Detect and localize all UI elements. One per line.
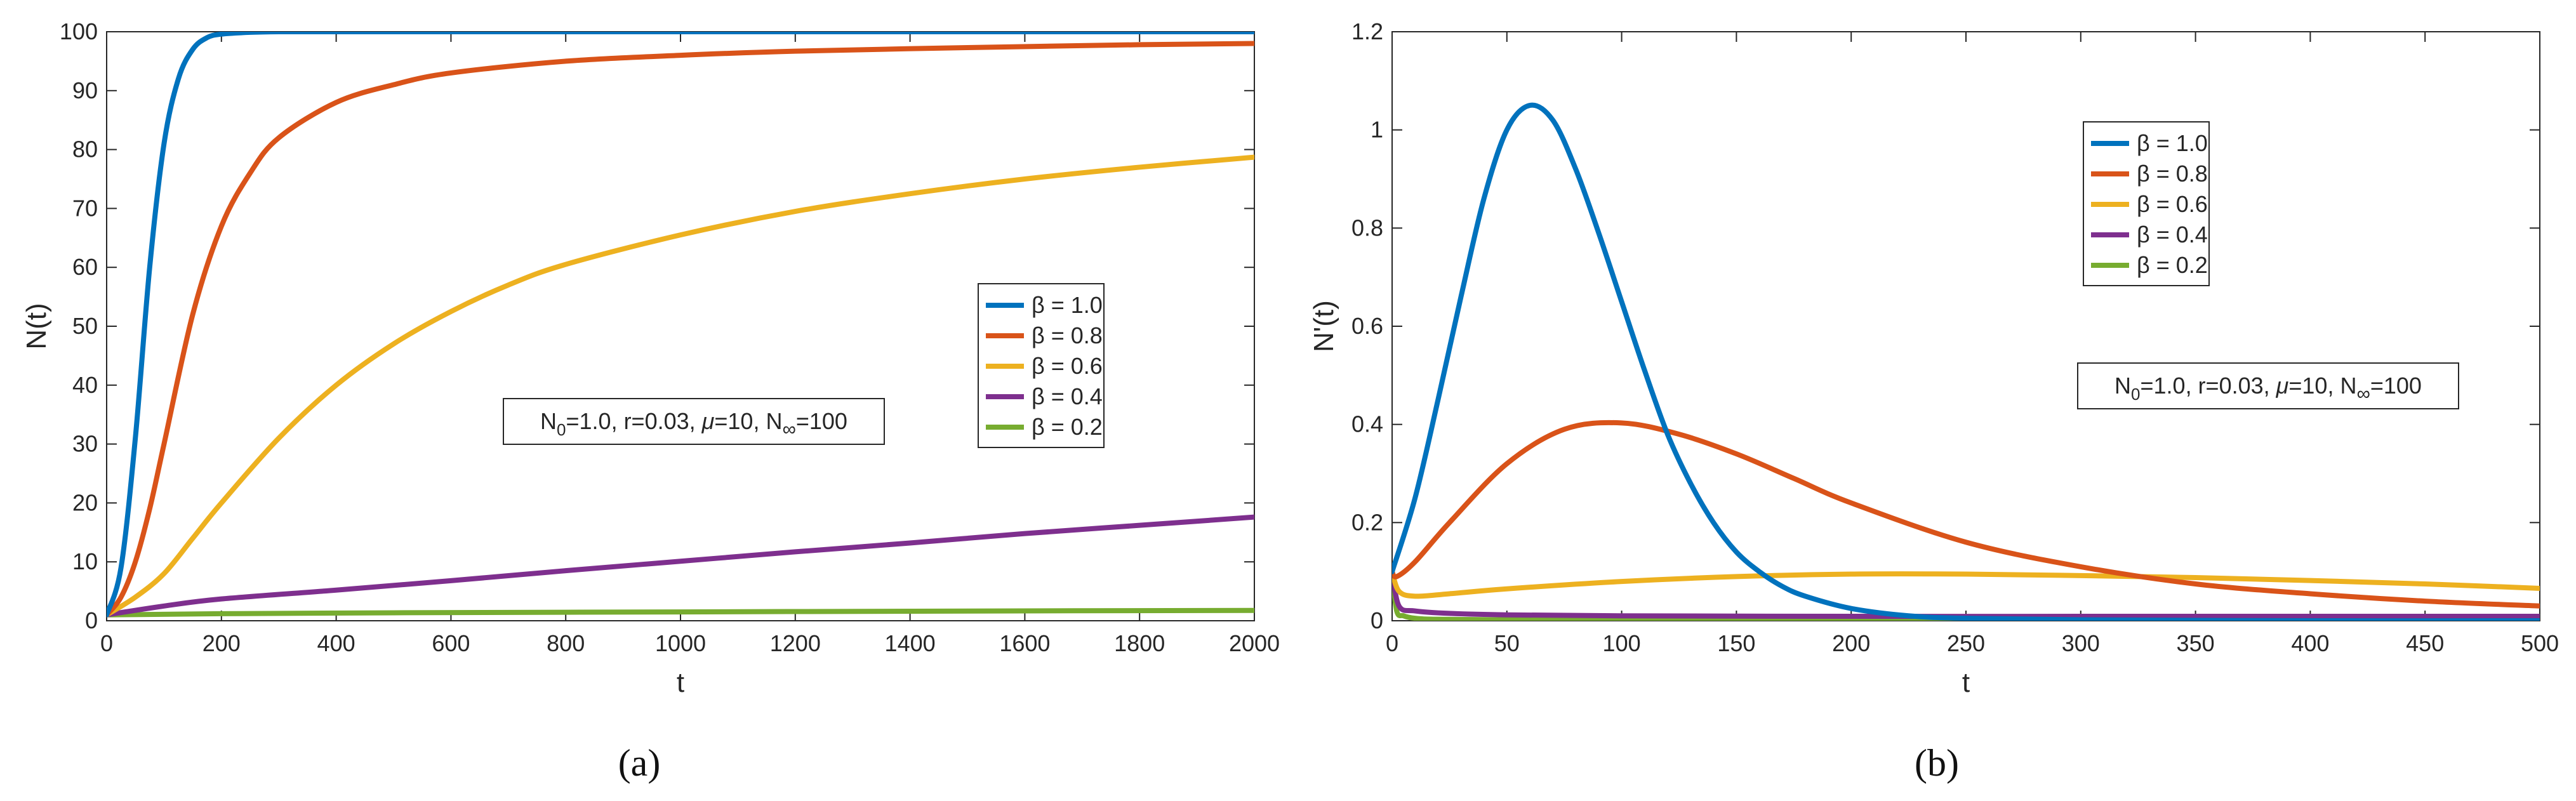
panel-b-y-tick-label: 0.6 — [1351, 313, 1383, 339]
panel-a-annotation-box — [503, 398, 885, 445]
panel-a-ticks: 0 200 400 600 800 1000 1200 1400 1600 1800 2000010… — [60, 18, 1280, 656]
panel-b-y-tick-label: 1 — [1371, 117, 1383, 143]
panel-a-x-tick-label: 2000 — [1229, 630, 1280, 656]
panel-b-y-tick-label: 0.8 — [1351, 215, 1383, 241]
panel-b-x-tick-label: 150 — [1717, 630, 1755, 656]
panel-a-y-tick-label: 30 — [72, 431, 98, 457]
anno-b-subinf: ∞ — [2356, 383, 2370, 404]
panel-b-ticks: 0 50 100 150 200 250 300 350 400 450 500 0 0.2 0.4 0.6… — [1351, 18, 2559, 656]
panel-b-series-line-2 — [1392, 420, 2540, 609]
panel-b-series-line-4 — [1392, 569, 2540, 619]
panel-a-y-tick-label: 100 — [60, 18, 98, 44]
panel-b-legend-label: β = 0.2 — [2137, 252, 2208, 278]
panel-a-x-tick-label: 600 — [432, 630, 470, 656]
panel-a-series — [107, 32, 1254, 618]
anno-a-sub0: 0 — [557, 420, 566, 439]
anno-b-suffix: =100 — [2370, 373, 2422, 399]
panel-a-annotation-text: N0=1.0, r=0.03, μ=10, N∞=100 — [540, 408, 847, 440]
anno-a-subinf: ∞ — [782, 419, 795, 440]
panel-a-x-tick-label: 1200 — [770, 630, 821, 656]
panel-b-annotation-box — [2077, 362, 2459, 409]
panel-b-legend-label: β = 1.0 — [2137, 130, 2208, 156]
panel-b-x-axis-label: t — [1962, 667, 1970, 698]
anno-a-mu: μ — [701, 408, 715, 434]
anno-b-mid2: =10, N — [2288, 373, 2356, 399]
panel-a-x-tick-label: 200 — [202, 630, 241, 656]
panel-a-x-tick-label: 1800 — [1114, 630, 1165, 656]
panel-a: 0 200 400 600 800 1000 1200 1400 1600 1800 2000010… — [21, 18, 1280, 784]
anno-b-mid: =1.0, r=0.03, — [2141, 373, 2276, 399]
panel-b-y-tick-label: 0.4 — [1351, 411, 1383, 437]
panel-b-x-tick-label: 500 — [2521, 630, 2559, 656]
panel-b-x-tick-label: 350 — [2177, 630, 2215, 656]
panel-a-y-axis-label: N(t) — [21, 303, 52, 349]
panel-b-x-tick-label: 450 — [2406, 630, 2444, 656]
anno-a-suffix: =100 — [796, 408, 847, 434]
panel-a-series-line-4 — [107, 514, 1254, 618]
panel-b-legend-items: β = 1.0 β = 0.8 β = 0.6 β = 0.4 β = 0.2 — [2091, 130, 2208, 278]
panel-a-y-tick-label: 90 — [72, 77, 98, 103]
anno-b-prefix: N — [2115, 373, 2131, 399]
panel-b-y-tick-label: 0.2 — [1351, 509, 1383, 535]
anno-b-mu: μ — [2276, 373, 2289, 399]
panel-a-x-tick-label: 1600 — [999, 630, 1050, 656]
panel-a-y-tick-label: 20 — [72, 489, 98, 515]
panel-a-series-line-5 — [107, 607, 1254, 618]
panel-b-x-tick-label: 0 — [1386, 630, 1398, 656]
panel-b-x-tick-label: 50 — [1494, 630, 1520, 656]
panel-a-y-tick-label: 80 — [72, 136, 98, 162]
panel-a-caption: (a) — [618, 742, 661, 784]
panel-b-y-tick-label: 0 — [1371, 607, 1383, 633]
panel-b-annotation: N0=1.0, r=0.03, μ=10, N∞=100 — [2077, 362, 2459, 409]
panel-a-legend-label: β = 1.0 — [1032, 292, 1103, 318]
panel-a-legend-label: β = 0.4 — [1032, 383, 1103, 409]
panel-b-series — [1392, 102, 2540, 621]
panel-b-x-tick-label: 200 — [1832, 630, 1870, 656]
panel-a-x-tick-label: 0 — [100, 630, 113, 656]
panel-b-annotation-text: N0=1.0, r=0.03, μ=10, N∞=100 — [2115, 373, 2422, 404]
panel-b-x-tick-label: 300 — [2062, 630, 2100, 656]
panel-b-legend-label: β = 0.4 — [2137, 222, 2208, 248]
panel-a-legend-items: β = 1.0 β = 0.8 β = 0.6 β = 0.4 β = 0.2 — [986, 292, 1103, 440]
panel-a-x-tick-label: 1400 — [885, 630, 936, 656]
panel-b-x-tick-label: 100 — [1603, 630, 1641, 656]
panel-b-x-tick-label: 400 — [2291, 630, 2329, 656]
panel-b-x-tick-label: 250 — [1947, 630, 1985, 656]
panel-b-series-line-1 — [1392, 102, 2540, 621]
panel-b-series-line-3 — [1392, 569, 2540, 599]
panel-a-series-line-3 — [107, 154, 1254, 618]
anno-a-prefix: N — [540, 408, 557, 434]
panel-a-y-tick-label: 60 — [72, 254, 98, 280]
panel-a-legend-label: β = 0.8 — [1032, 322, 1103, 348]
panel-b-legend-label: β = 0.8 — [2137, 161, 2208, 187]
panel-a-series-line-2 — [107, 41, 1254, 618]
panel-b-y-tick-label: 1.2 — [1351, 18, 1383, 44]
anno-a-mid: =1.0, r=0.03, — [566, 408, 702, 434]
panel-a-x-tick-label: 400 — [317, 630, 355, 656]
panel-a-y-tick-label: 50 — [72, 313, 98, 339]
panel-a-legend-label: β = 0.6 — [1032, 353, 1103, 379]
anno-a-mid2: =10, N — [714, 408, 782, 434]
panel-a-y-tick-label: 0 — [85, 607, 98, 633]
panel-a-series-line-1 — [107, 32, 1254, 618]
panel-a-legend: β = 1.0 β = 0.8 β = 0.6 β = 0.4 β = 0.2 — [978, 283, 1105, 448]
panel-a-y-tick-label: 40 — [72, 372, 98, 398]
panel-b-legend-label: β = 0.6 — [2137, 191, 2208, 217]
panel-a-y-tick-label: 70 — [72, 195, 98, 221]
panel-b-plot-area — [1391, 31, 2540, 621]
panel-a-x-axis-label: t — [677, 667, 684, 698]
panel-a-y-tick-label: 10 — [72, 548, 98, 574]
panel-a-legend-label: β = 0.2 — [1032, 414, 1103, 440]
anno-b-sub0: 0 — [2131, 385, 2140, 404]
panel-b-y-axis-label: N'(t) — [1308, 300, 1339, 352]
panel-b: 0 50 100 150 200 250 300 350 400 450 500 0 0.2 0.4 0.6… — [1308, 18, 2559, 784]
panel-b-caption: (b) — [1915, 742, 1959, 784]
panel-a-annotation: N0=1.0, r=0.03, μ=10, N∞=100 — [503, 398, 885, 445]
panel-b-legend: β = 1.0 β = 0.8 β = 0.6 β = 0.4 β = 0.2 — [2083, 121, 2210, 286]
panel-a-x-tick-label: 1000 — [655, 630, 706, 656]
panel-a-x-tick-label: 800 — [547, 630, 585, 656]
